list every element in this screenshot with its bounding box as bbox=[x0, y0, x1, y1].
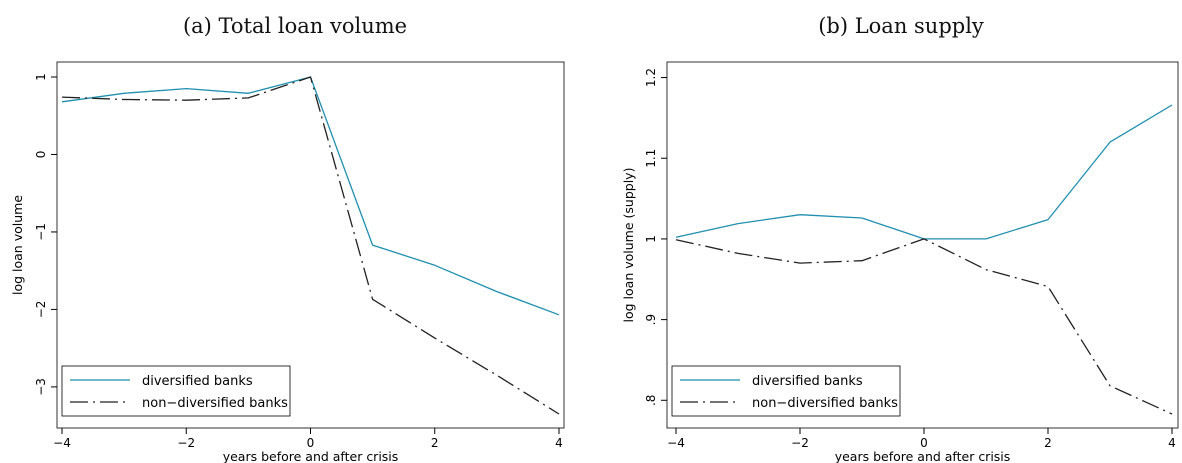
legend: diversified banks non−diversified banks bbox=[61, 365, 291, 417]
y-tick-label: 0 bbox=[34, 151, 48, 159]
x-tick-label: 4 bbox=[1168, 436, 1176, 450]
x-axis-title: years before and after crisis bbox=[223, 449, 399, 463]
x-tick-label: −2 bbox=[177, 436, 195, 450]
legend-label: non−diversified banks bbox=[142, 396, 288, 411]
y-tick-label: 1 bbox=[644, 235, 658, 243]
legend-box bbox=[61, 365, 291, 417]
chart-loan-supply: .8 .9 1 1.1 1.2 −4 −2 0 2 4 years before and after… bbox=[621, 61, 1179, 463]
x-tick-label: 2 bbox=[431, 436, 439, 450]
plot-frame bbox=[666, 61, 1179, 429]
legend-label: diversified banks bbox=[142, 374, 253, 389]
chart-total-loan-volume: 1 0 −1 −2 −3 −4 −2 0 2 4 years before and after cr… bbox=[10, 61, 565, 463]
legend-box bbox=[671, 365, 901, 417]
y-tick-label: 1 bbox=[34, 73, 48, 81]
series-line-diversified bbox=[61, 76, 560, 316]
x-tick-label: 0 bbox=[920, 436, 928, 450]
x-tick-label: −4 bbox=[53, 436, 71, 450]
y-axis-title: log loan volume (supply) bbox=[621, 168, 636, 323]
y-axis-title: log loan volume bbox=[10, 195, 25, 295]
legend: diversified banks non−diversified banks bbox=[671, 365, 901, 417]
x-tick-label: 2 bbox=[1044, 436, 1052, 450]
legend-label: diversified banks bbox=[752, 374, 863, 389]
y-tick-label: .9 bbox=[644, 314, 658, 325]
x-tick-label: 0 bbox=[307, 436, 315, 450]
x-tick-label: 4 bbox=[555, 436, 563, 450]
series-line-diversified bbox=[675, 104, 1173, 240]
series-line-non-diversified bbox=[675, 238, 1173, 415]
x-axis-title: years before and after crisis bbox=[835, 449, 1011, 463]
x-tick-label: −4 bbox=[667, 436, 685, 450]
y-tick-label: −3 bbox=[34, 378, 48, 396]
legend-label: non−diversified banks bbox=[752, 396, 898, 411]
y-tick-label: −1 bbox=[34, 223, 48, 241]
y-tick-label: 1.2 bbox=[644, 68, 658, 87]
x-tick-label: −2 bbox=[791, 436, 809, 450]
series-line-non-diversified bbox=[61, 76, 560, 415]
y-tick-label: −2 bbox=[34, 301, 48, 319]
y-tick-label: 1.1 bbox=[644, 149, 658, 168]
chart-title-loan-supply: (b) Loan supply bbox=[818, 14, 984, 38]
chart-title-total-loan-volume: (a) Total loan volume bbox=[182, 14, 408, 38]
y-tick-label: .8 bbox=[644, 395, 658, 406]
